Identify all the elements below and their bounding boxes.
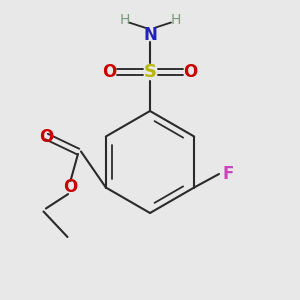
Text: O: O (63, 178, 78, 196)
Text: S: S (143, 63, 157, 81)
Text: O: O (102, 63, 117, 81)
Text: O: O (183, 63, 198, 81)
Text: H: H (170, 13, 181, 26)
Text: H: H (119, 13, 130, 26)
Text: N: N (143, 26, 157, 44)
Text: O: O (39, 128, 54, 146)
Text: F: F (222, 165, 234, 183)
